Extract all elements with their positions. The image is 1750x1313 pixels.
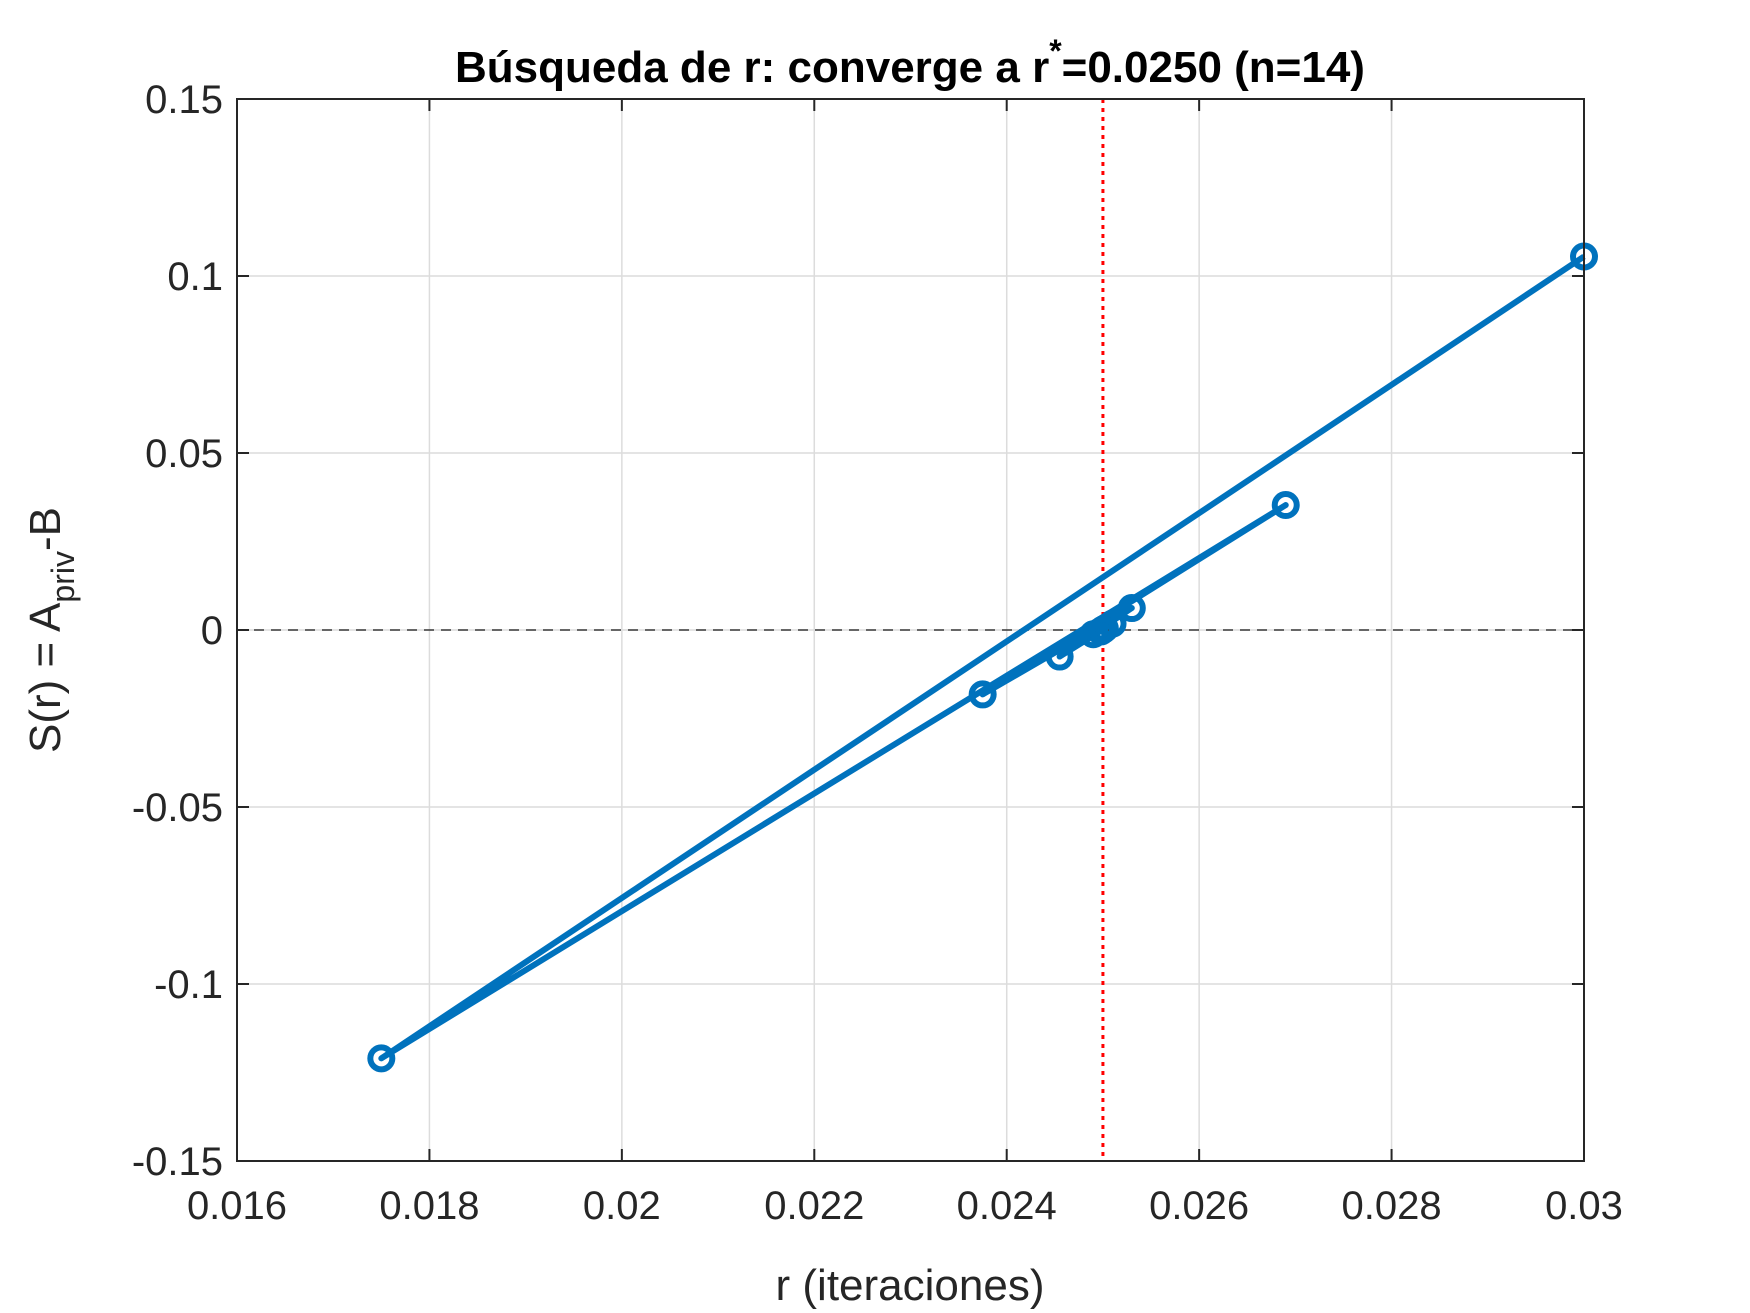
y-tick-label: 0 xyxy=(201,609,223,653)
chart-title: Búsqueda de r: converge a r*=0.0250 (n=1… xyxy=(455,33,1365,92)
y-tick-label: -0.15 xyxy=(132,1140,223,1184)
chart-title-superscript: * xyxy=(1049,33,1062,69)
x-axis-label: r (iteraciones) xyxy=(776,1261,1045,1310)
chart-title-suffix: =0.0250 (n=14) xyxy=(1062,43,1365,92)
x-tick-label: 0.016 xyxy=(187,1184,287,1228)
x-tick-label: 0.024 xyxy=(957,1184,1057,1228)
x-tick-label: 0.026 xyxy=(1149,1184,1249,1228)
data-point xyxy=(1045,642,1074,671)
ticks xyxy=(236,98,1585,1162)
y-tick-label: 0.1 xyxy=(167,255,223,299)
y-axis-label: S(r) = Apriv-B xyxy=(21,507,81,753)
x-tick-label: 0.022 xyxy=(764,1184,864,1228)
y-tick-label: -0.05 xyxy=(132,786,223,830)
data-point xyxy=(1088,616,1117,644)
data-point xyxy=(1117,594,1146,623)
y-tick-label: 0.05 xyxy=(145,432,223,476)
x-tick-labels: 0.016 0.018 0.02 0.022 0.024 0.026 0.028 0.03 xyxy=(187,1184,1623,1228)
y-tick-labels: -0.15 -0.1 -0.05 0 0.05 0.1 0.15 xyxy=(132,78,223,1184)
y-tick-label: 0.15 xyxy=(145,78,223,122)
y-axis-label-main: S(r) = A xyxy=(21,602,70,753)
x-tick-label: 0.03 xyxy=(1545,1184,1623,1228)
x-tick-label: 0.018 xyxy=(379,1184,479,1228)
y-axis-label-suffix: -B xyxy=(21,507,70,551)
x-tick-label: 0.02 xyxy=(583,1184,661,1228)
y-tick-label: -0.1 xyxy=(154,963,223,1007)
data-point xyxy=(968,680,997,709)
y-axis-label-subscript: priv xyxy=(45,551,81,603)
data-point xyxy=(1271,491,1300,520)
chart-title-main: Búsqueda de r: converge a r xyxy=(455,43,1049,92)
data-point xyxy=(367,1044,396,1073)
x-tick-label: 0.028 xyxy=(1342,1184,1442,1228)
